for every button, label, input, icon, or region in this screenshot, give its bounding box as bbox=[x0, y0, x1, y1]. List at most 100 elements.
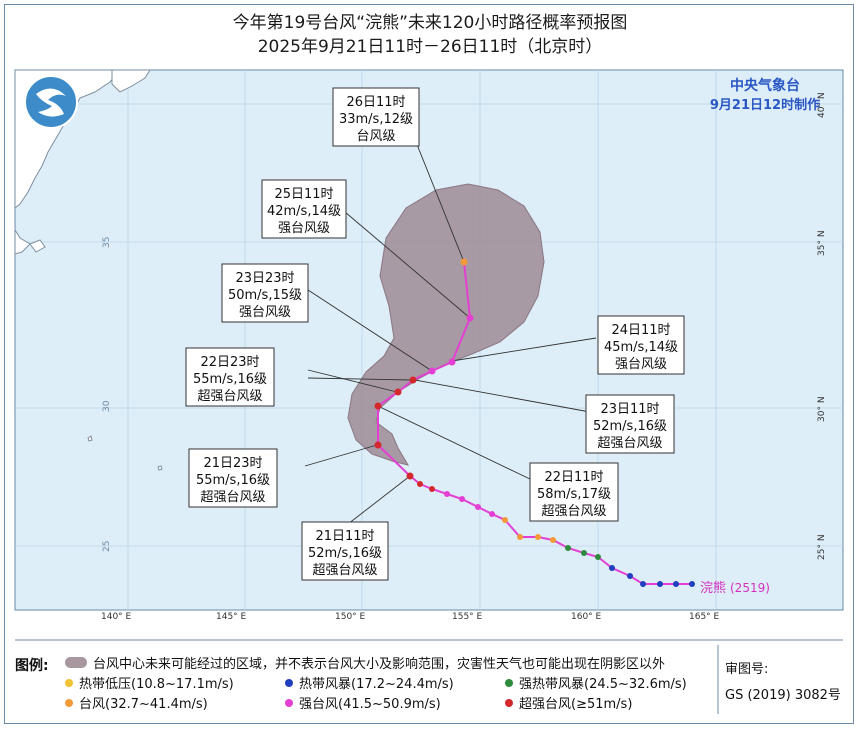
track-point bbox=[689, 581, 695, 587]
svg-text:52m/s,16级: 52m/s,16级 bbox=[593, 419, 667, 434]
svg-text:24日11时: 24日11时 bbox=[611, 323, 670, 338]
approval-number-block: 审图号: GS (2019) 3082号 bbox=[725, 657, 845, 709]
forecast-point-23d11h bbox=[409, 376, 417, 384]
super-ty-dot-icon bbox=[505, 698, 513, 707]
label-box-23d23h: 23日23时 50m/s,15级 强台风级 bbox=[221, 263, 309, 323]
svg-text:超强台风级: 超强台风级 bbox=[597, 436, 662, 451]
track-point bbox=[550, 537, 556, 543]
track-point bbox=[417, 481, 423, 487]
lon-label: 160° E bbox=[571, 612, 602, 622]
svg-text:25日11时: 25日11时 bbox=[274, 187, 333, 202]
track-point bbox=[517, 534, 523, 540]
label-box-22d23h: 22日23时 55m/s,16级 超强台风级 bbox=[185, 347, 275, 407]
lat-label: 40° N bbox=[817, 92, 827, 118]
track-point bbox=[640, 581, 646, 587]
track-point bbox=[565, 545, 571, 551]
svg-text:26日11时: 26日11时 bbox=[346, 95, 405, 110]
forecast-point-22d11h bbox=[374, 402, 382, 410]
track-point bbox=[673, 581, 679, 587]
svg-text:52m/s,16级: 52m/s,16级 bbox=[308, 546, 382, 561]
storm-code: (2519) bbox=[730, 581, 770, 595]
axis-labels: 140° E 145° E 150° E 155° E 160° E 165° … bbox=[101, 92, 827, 622]
approval-label: 审图号: bbox=[725, 662, 769, 677]
svg-text:21日11时: 21日11时 bbox=[315, 529, 374, 544]
label-box-25d11h: 25日11时 42m/s,14级 强台风级 bbox=[261, 179, 347, 239]
svg-text:强台风级: 强台风级 bbox=[278, 221, 330, 236]
label-box-21d23h: 21日23时 55m/s,16级 超强台风级 bbox=[188, 448, 278, 508]
track-point bbox=[459, 496, 465, 502]
legend-item-sty: 强台风(41.5~50.9m/s) bbox=[285, 693, 441, 712]
track-point bbox=[489, 511, 495, 517]
svg-text:21日23时: 21日23时 bbox=[203, 456, 262, 471]
legend-item-td: 热带低压(10.8~17.1m/s) bbox=[65, 673, 234, 692]
forecast-point-26d11h bbox=[460, 258, 468, 266]
ts-dot-icon bbox=[285, 678, 293, 687]
legend-item-super-ty: 超强台风(≥51m/s) bbox=[505, 693, 632, 712]
track-point bbox=[657, 581, 663, 587]
observed-points bbox=[417, 481, 695, 587]
track-point bbox=[627, 573, 633, 579]
map-frame bbox=[4, 4, 854, 724]
forecast-labels: 26日11时 33m/s,12级 台风级 25日11时 42m/s,14级 强台… bbox=[185, 87, 685, 581]
agency-name: 中央气象台 bbox=[730, 77, 800, 94]
map-subtitle: 2025年9月21日11时－26日11时（北京时） bbox=[257, 37, 603, 57]
svg-text:55m/s,16级: 55m/s,16级 bbox=[196, 473, 270, 488]
label-box-23d11h: 23日11时 52m/s,16级 超强台风级 bbox=[585, 394, 675, 454]
label-box-26d11h: 26日11时 33m/s,12级 台风级 bbox=[332, 87, 420, 147]
legend-cone-text: 台风中心未来可能经过的区域，并不表示台风大小及影响范围，灾害性天气也可能出现在阴… bbox=[93, 657, 666, 672]
svg-text:50m/s,15级: 50m/s,15级 bbox=[228, 288, 302, 303]
lon-label: 140° E bbox=[101, 612, 132, 622]
legend-item-ts: 热带风暴(17.2~24.4m/s) bbox=[285, 673, 454, 692]
svg-text:22日11时: 22日11时 bbox=[544, 470, 603, 485]
forecast-point-25d11h bbox=[466, 314, 474, 322]
track-point bbox=[581, 550, 587, 556]
forecast-point-23d23h bbox=[428, 367, 436, 375]
lon-label: 155° E bbox=[452, 612, 483, 622]
lat-label-inner: 35 bbox=[102, 237, 112, 248]
svg-text:33m/s,12级: 33m/s,12级 bbox=[339, 112, 413, 127]
cone-swatch bbox=[65, 657, 87, 668]
agency-made: 9月21日12时制作 bbox=[710, 97, 820, 113]
sts-dot-icon bbox=[505, 678, 513, 687]
svg-text:58m/s,17级: 58m/s,17级 bbox=[537, 487, 611, 502]
lat-label-inner: 30 bbox=[102, 400, 112, 412]
label-box-21d11h: 21日11时 52m/s,16级 超强台风级 bbox=[301, 521, 389, 581]
forecast-point-24d11h bbox=[448, 358, 456, 366]
sty-dot-icon bbox=[285, 698, 293, 707]
svg-text:23日11时: 23日11时 bbox=[600, 402, 659, 417]
track-point bbox=[444, 491, 450, 497]
forecast-point-22d23h bbox=[394, 388, 402, 396]
track-point bbox=[595, 554, 601, 560]
svg-text:强台风级: 强台风级 bbox=[615, 357, 667, 372]
svg-text:22日23时: 22日23时 bbox=[200, 355, 259, 370]
typhoon-track bbox=[374, 258, 695, 587]
forecast-point-21d11h bbox=[406, 472, 414, 480]
map-title: 今年第19号台风“浣熊”未来120小时路径概率预报图 bbox=[232, 13, 628, 33]
lon-label: 145° E bbox=[216, 612, 247, 622]
legend-item-sts: 强热带风暴(24.5~32.6m/s) bbox=[505, 673, 687, 692]
forecast-point-21d23h bbox=[374, 441, 382, 449]
svg-text:超强台风级: 超强台风级 bbox=[197, 389, 262, 404]
storm-name: 浣熊 bbox=[700, 580, 726, 596]
svg-text:55m/s,16级: 55m/s,16级 bbox=[193, 372, 267, 387]
cma-logo bbox=[24, 75, 78, 129]
svg-text:台风级: 台风级 bbox=[356, 129, 395, 144]
td-dot-icon bbox=[65, 678, 73, 687]
forecast-points bbox=[374, 258, 474, 480]
svg-text:超强台风级: 超强台风级 bbox=[312, 563, 377, 578]
lat-label: 25° N bbox=[817, 534, 827, 560]
track-point bbox=[429, 486, 435, 492]
svg-text:42m/s,14级: 42m/s,14级 bbox=[267, 204, 341, 219]
lat-label: 35° N bbox=[817, 230, 827, 256]
approval-number: GS (2019) 3082号 bbox=[725, 688, 841, 703]
svg-text:23日23时: 23日23时 bbox=[235, 271, 294, 286]
lat-label-inner: 25 bbox=[102, 541, 112, 552]
legend-cone-item: 台风中心未来可能经过的区域，并不表示台风大小及影响范围，灾害性天气也可能出现在阴… bbox=[65, 653, 665, 672]
legend-label: 图例: bbox=[15, 658, 49, 674]
label-box-24d11h: 24日11时 45m/s,14级 强台风级 bbox=[597, 315, 685, 375]
svg-text:超强台风级: 超强台风级 bbox=[200, 490, 265, 505]
label-box-22d11h: 22日11时 58m/s,17级 超强台风级 bbox=[529, 462, 619, 522]
track-point bbox=[609, 565, 615, 571]
track-point bbox=[475, 504, 481, 510]
